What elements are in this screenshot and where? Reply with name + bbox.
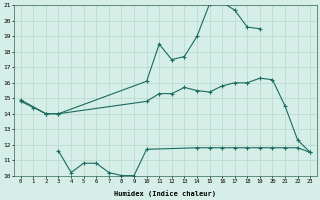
X-axis label: Humidex (Indice chaleur): Humidex (Indice chaleur): [115, 190, 217, 197]
